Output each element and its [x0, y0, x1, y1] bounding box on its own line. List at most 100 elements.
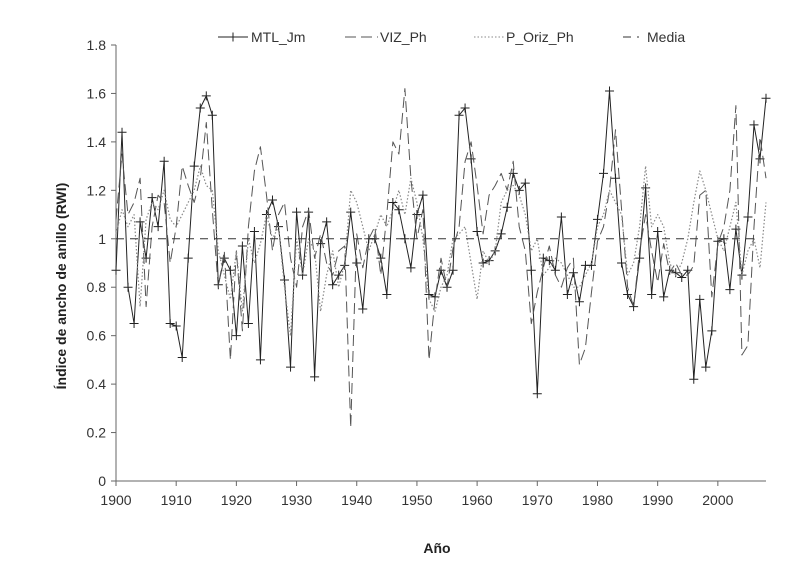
data-point-mtl-jm	[713, 236, 723, 246]
data-point-mtl-jm	[695, 294, 705, 304]
data-point-mtl-jm	[153, 222, 163, 232]
data-point-mtl-jm	[201, 91, 211, 101]
legend-item-media: Media	[623, 29, 685, 45]
legend-label-p-oriz-ph: P_Oriz_Ph	[506, 29, 574, 45]
data-point-mtl-jm	[653, 227, 663, 237]
legend-marker-mtl-jm	[228, 32, 238, 42]
data-point-mtl-jm	[249, 227, 259, 237]
data-point-mtl-jm	[388, 197, 398, 207]
y-tick-label: 1.4	[87, 134, 107, 150]
data-point-mtl-jm	[195, 103, 205, 113]
data-point-mtl-jm	[466, 154, 476, 164]
data-point-mtl-jm	[177, 352, 187, 362]
data-point-mtl-jm	[171, 321, 181, 331]
y-tick-label: 0.6	[87, 328, 107, 344]
legend-item-p-oriz-ph: P_Oriz_Ph	[474, 29, 574, 45]
data-point-mtl-jm	[267, 195, 277, 205]
y-tick-label: 1	[98, 231, 106, 247]
data-point-mtl-jm	[231, 331, 241, 341]
data-point-mtl-jm	[225, 265, 235, 275]
x-tick-label: 1900	[100, 492, 131, 508]
data-point-mtl-jm	[412, 210, 422, 220]
data-point-mtl-jm	[418, 190, 428, 200]
data-point-mtl-jm	[376, 253, 386, 263]
axes: 0 0.2 0.4 0.6 0.8 1 1.2 1.4 1.6 1.8 1900 1910 1920 19…	[87, 37, 766, 508]
data-point-mtl-jm	[358, 304, 368, 314]
data-point-mtl-jm	[568, 268, 578, 278]
data-point-mtl-jm	[322, 217, 332, 227]
data-point-mtl-jm	[189, 161, 199, 171]
data-point-mtl-jm	[183, 253, 193, 263]
legend-label-media: Media	[647, 29, 685, 45]
legend-item-viz-ph: VIZ_Ph	[345, 29, 427, 45]
x-tick-label: 1910	[161, 492, 192, 508]
data-point-mtl-jm	[502, 202, 512, 212]
data-point-mtl-jm	[556, 212, 566, 222]
data-point-mtl-jm	[562, 289, 572, 299]
data-point-mtl-jm	[207, 110, 217, 120]
data-point-mtl-jm	[123, 282, 133, 292]
x-tick-label: 2000	[702, 492, 733, 508]
x-tick-label: 1930	[281, 492, 312, 508]
data-point-mtl-jm	[352, 258, 362, 268]
data-point-mtl-jm	[532, 389, 542, 399]
y-tick-label: 1.2	[87, 182, 107, 198]
data-point-mtl-jm	[454, 110, 464, 120]
data-point-mtl-jm	[641, 183, 651, 193]
data-point-mtl-jm	[406, 263, 416, 273]
y-tick-label: 0.2	[87, 425, 107, 441]
y-axis-title: Índice de ancho de anillo (RWI)	[53, 183, 69, 390]
data-point-mtl-jm	[478, 258, 488, 268]
data-point-mtl-jm	[147, 193, 157, 203]
x-tick-label: 1960	[462, 492, 493, 508]
data-point-mtl-jm	[743, 212, 753, 222]
data-point-mtl-jm	[677, 273, 687, 283]
data-point-mtl-jm	[761, 93, 771, 103]
data-point-mtl-jm	[629, 302, 639, 312]
data-point-mtl-jm	[701, 362, 711, 372]
data-point-mtl-jm	[129, 319, 139, 329]
data-point-mtl-jm	[647, 289, 657, 299]
x-tick-label: 1980	[582, 492, 613, 508]
data-point-mtl-jm	[111, 265, 121, 275]
data-point-mtl-jm	[382, 289, 392, 299]
y-tick-label: 0	[98, 473, 106, 489]
data-point-mtl-jm	[514, 185, 524, 195]
series-line-viz-ph	[115, 88, 767, 429]
data-point-mtl-jm	[574, 297, 584, 307]
data-point-mtl-jm	[749, 120, 759, 130]
data-point-mtl-jm	[599, 168, 608, 178]
data-point-mtl-jm	[605, 86, 615, 96]
x-tick-label: 1940	[341, 492, 372, 508]
data-point-mtl-jm	[611, 173, 621, 183]
data-point-mtl-jm	[117, 127, 127, 137]
data-point-mtl-jm	[424, 289, 434, 299]
y-tick-label: 0.4	[87, 376, 107, 392]
data-point-mtl-jm	[165, 319, 175, 329]
data-point-mtl-jm	[346, 207, 356, 217]
data-point-mtl-jm	[316, 239, 326, 249]
legend-label-mtl-jm: MTL_Jm	[251, 29, 305, 45]
series-layer	[111, 86, 771, 429]
series-markers-mtl-jm	[111, 86, 771, 399]
data-point-mtl-jm	[255, 355, 265, 365]
data-point-mtl-jm	[526, 265, 536, 275]
data-point-mtl-jm	[472, 227, 482, 237]
y-tick-label: 0.8	[87, 279, 107, 295]
data-point-mtl-jm	[725, 285, 735, 295]
y-tick-label: 1.8	[87, 37, 107, 53]
data-point-mtl-jm	[520, 178, 530, 188]
data-point-mtl-jm	[243, 319, 253, 329]
data-point-mtl-jm	[460, 103, 470, 113]
data-point-mtl-jm	[328, 280, 338, 290]
legend-label-viz-ph: VIZ_Ph	[380, 29, 427, 45]
x-tick-label: 1970	[522, 492, 553, 508]
series-line-mtl-jm	[115, 90, 767, 395]
legend: MTL_Jm VIZ_Ph P_Oriz_Ph Media	[218, 29, 685, 45]
y-tick-label: 1.6	[87, 85, 107, 101]
data-point-mtl-jm	[394, 205, 404, 215]
series-line-p-oriz-ph	[115, 165, 767, 337]
data-point-mtl-jm	[237, 241, 247, 251]
x-axis-title: Año	[423, 540, 450, 556]
